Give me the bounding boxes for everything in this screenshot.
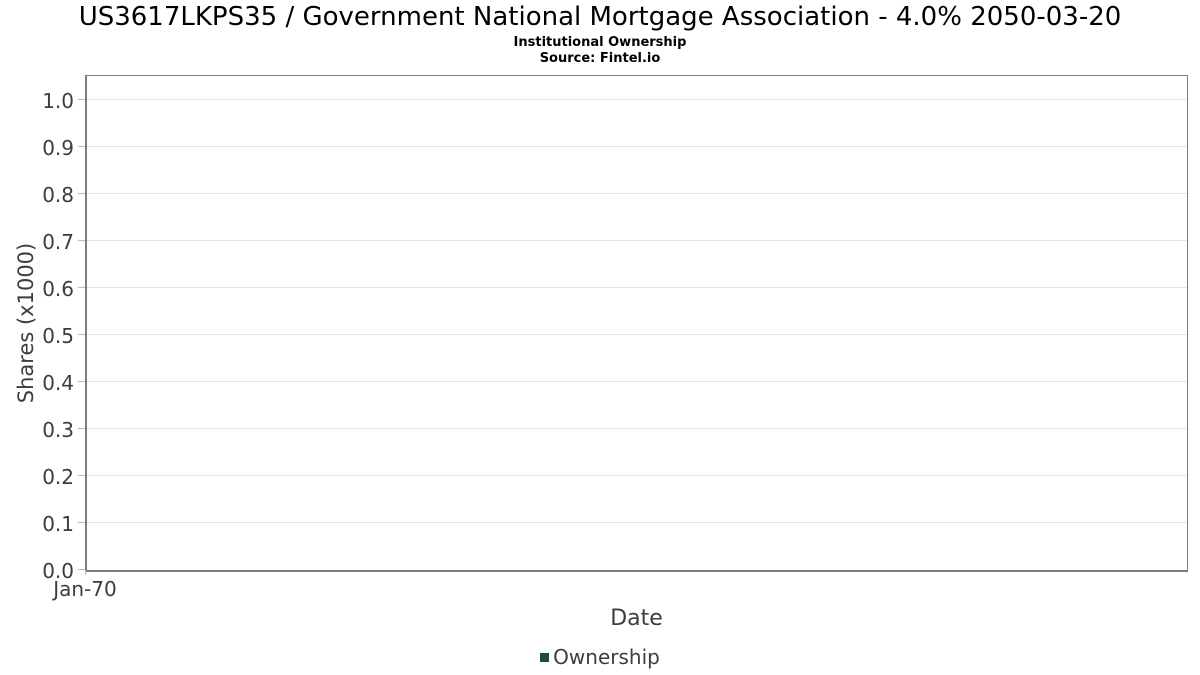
y-tick-label: 0.9 [42,136,74,160]
y-tick-mark [78,193,85,194]
x-axis-label: Date [610,606,663,631]
y-gridline [87,428,1187,429]
legend: Ownership [0,645,1200,669]
legend-label: Ownership [553,645,660,669]
y-tick-labels: 0.0 0.1 0.2 0.3 0.4 0.5 0.6 0.7 0.8 0.9 1.0 [0,75,74,582]
y-gridline [87,146,1187,147]
y-tick-label: 0.5 [42,324,74,348]
y-gridline [87,240,1187,241]
x-tick-label: Jan-70 [53,577,117,601]
y-gridline [87,287,1187,288]
y-gridline [87,193,1187,194]
y-tick-mark [78,287,85,288]
y-tick-label: 0.4 [42,371,74,395]
y-tick-label: 0.1 [42,512,74,536]
chart-source: Source: Fintel.io [539,51,661,66]
y-tick-mark [78,475,85,476]
chart-subtitle: Institutional Ownership [513,35,687,50]
y-tick-label: 0.0 [42,559,74,583]
y-tick-label: 0.2 [42,465,74,489]
y-tick-label: 0.3 [42,418,74,442]
y-tick-mark [78,334,85,335]
y-gridline [87,381,1187,382]
chart-title: US3617LKPS35 / Government National Mortg… [78,2,1122,32]
y-tick-mark [78,99,85,100]
y-tick-mark [78,240,85,241]
y-tick-mark [78,146,85,147]
y-tick-label: 1.0 [42,89,74,113]
y-tick-label: 0.6 [42,277,74,301]
y-tick-mark [78,569,85,570]
y-tick-label: 0.7 [42,230,74,254]
y-gridline [87,522,1187,523]
plot-area [78,75,1188,575]
x-tick-mark [85,570,86,575]
y-tick-mark [78,381,85,382]
y-gridline [87,334,1187,335]
y-gridline [87,99,1187,100]
ownership-series-swatch-icon [540,652,550,662]
y-tick-mark [78,522,85,523]
y-tick-label: 0.8 [42,183,74,207]
y-tick-mark [78,428,85,429]
y-gridline [87,475,1187,476]
